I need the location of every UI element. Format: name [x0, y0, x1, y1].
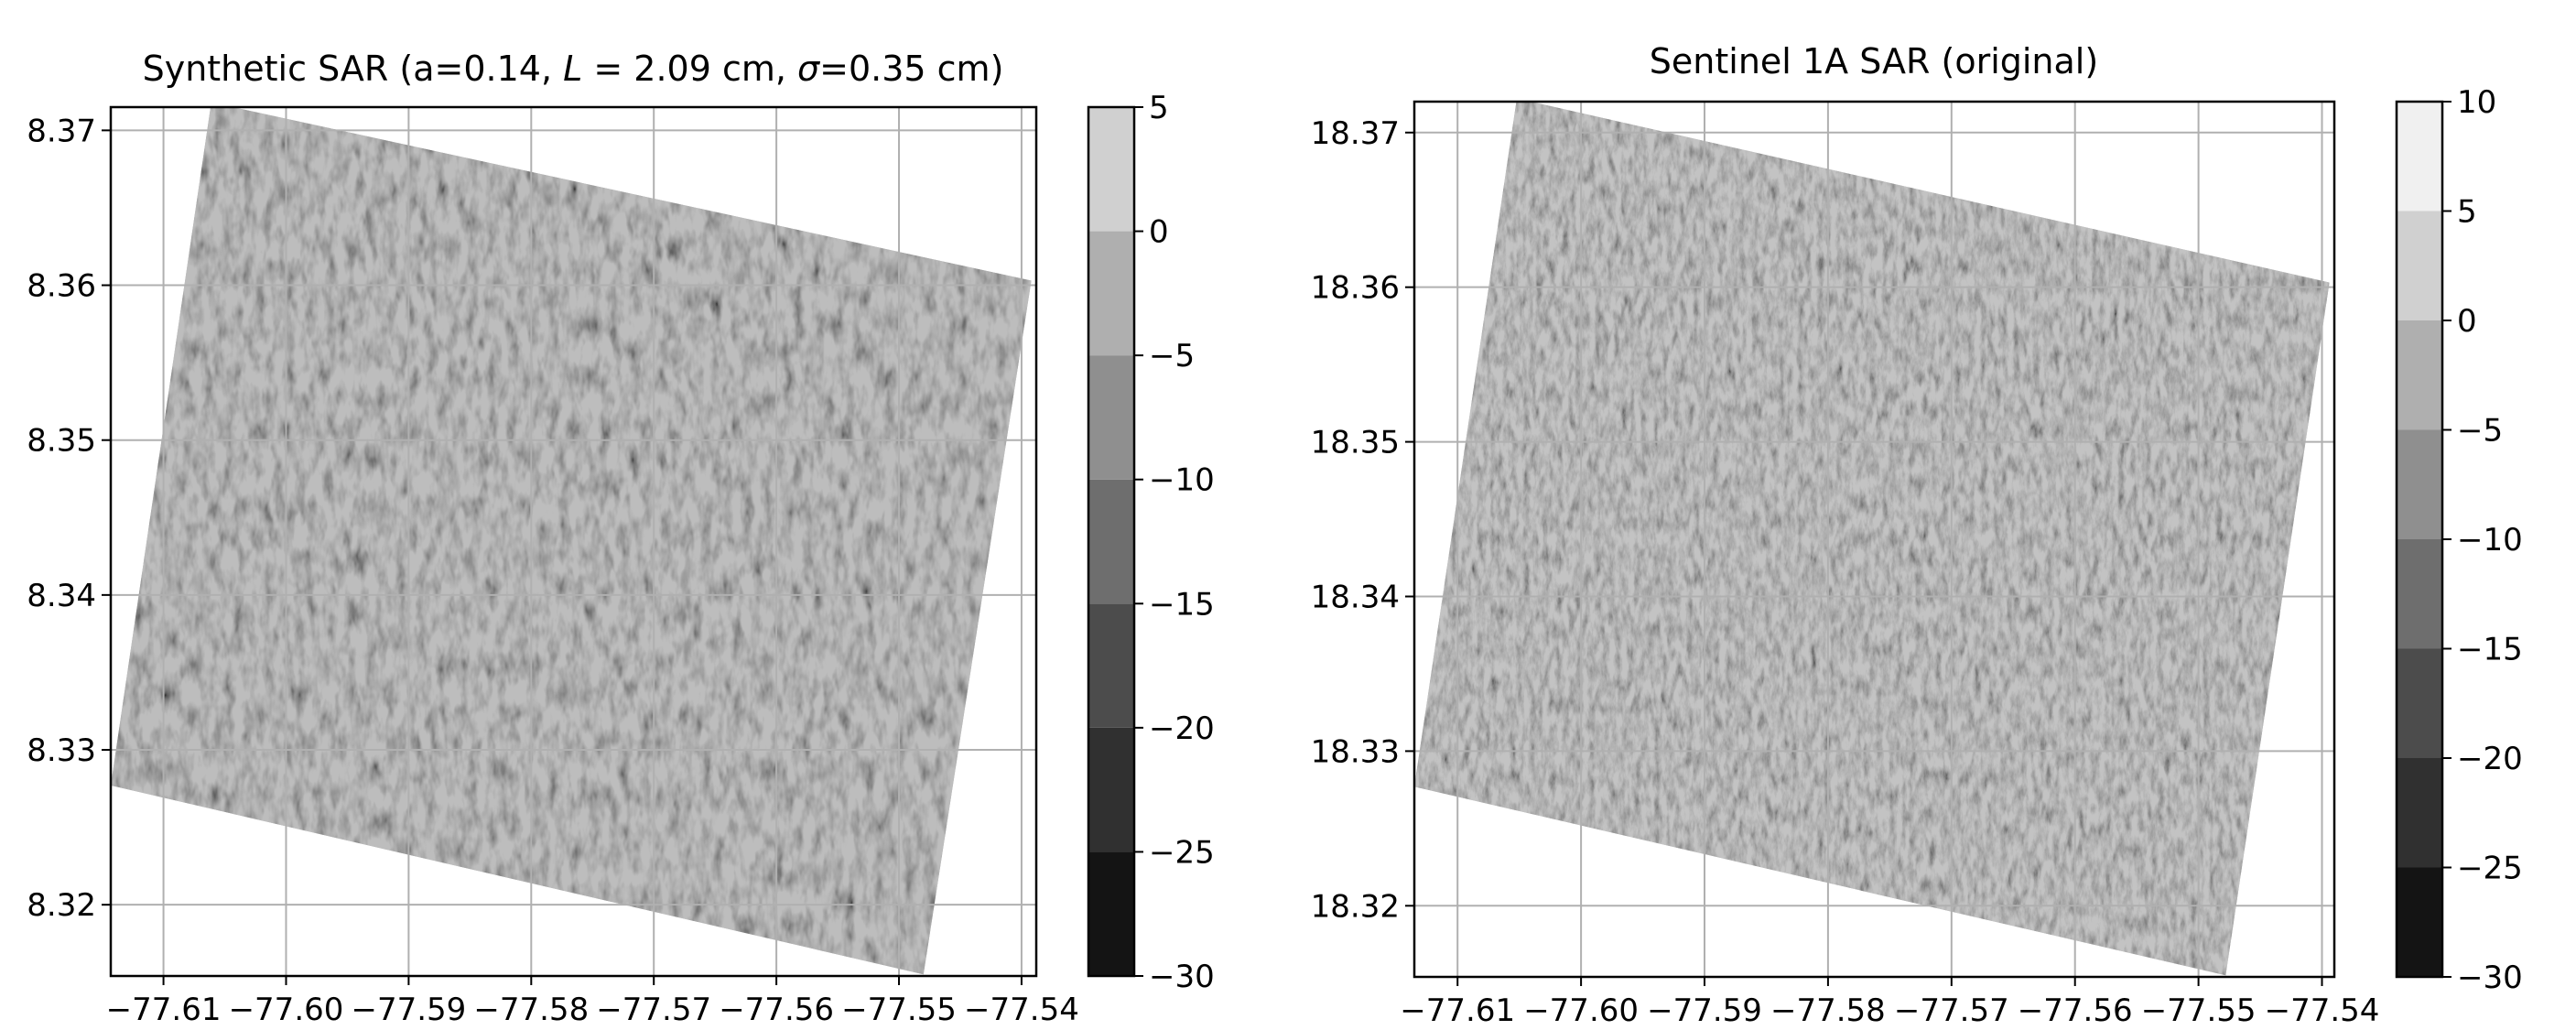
colorbar-band [2397, 320, 2442, 430]
y-tick-label: 18.34 [1311, 579, 1400, 615]
x-tick-label: −77.54 [964, 992, 1079, 1028]
colorbar-band [1088, 479, 1134, 604]
x-tick-label: −77.59 [1647, 992, 1762, 1029]
colorbar-tick-label: 10 [2457, 84, 2496, 121]
colorbar-band [2397, 429, 2442, 539]
x-tick-label: −77.56 [2018, 992, 2133, 1029]
y-tick-label: 8.35 [27, 423, 96, 460]
x-tick-label: −77.57 [1894, 992, 2009, 1029]
colorbar-tick-label: −10 [2457, 522, 2523, 558]
x-tick-label: −77.57 [596, 992, 711, 1028]
colorbar-tick-label: −10 [1149, 462, 1215, 499]
colorbar-band [2397, 539, 2442, 649]
colorbar-tick-label: −15 [2457, 632, 2523, 668]
x-tick-label: −77.56 [719, 992, 834, 1028]
colorbar-band [2397, 211, 2442, 320]
x-tick-label: −77.55 [841, 992, 957, 1028]
sar-image-texture [111, 107, 1032, 975]
x-tick-label: −77.55 [2141, 992, 2257, 1029]
x-axis: −77.61 −77.60 −77.59 −77.58 −77.57 −77.56 −77.… [1400, 977, 2379, 1029]
plot-frame [109, 105, 1038, 978]
x-tick-label: −77.61 [1400, 992, 1515, 1029]
plot-frame [1412, 100, 2336, 979]
colorbar-tick-label: −20 [2457, 741, 2523, 777]
colorbar-tick-label: −15 [1149, 586, 1215, 623]
colorbar-tick-label: 5 [1149, 90, 1169, 126]
colorbar: −30 −25 −20 −15 −10 −5 0 5 10 [2395, 84, 2523, 996]
x-tick-label: −77.58 [1770, 992, 1886, 1029]
colorbar-tick-label: 0 [1149, 214, 1169, 251]
y-tick-label: 8.37 [27, 113, 96, 149]
colorbar-band [2397, 102, 2442, 211]
panel-synthetic: Synthetic SAR (a=0.14, L = 2.09 cm, σ=0.… [27, 49, 1214, 1028]
y-tick-label: 8.36 [27, 268, 96, 305]
x-tick-label: −77.60 [1523, 992, 1639, 1029]
colorbar-frame [1087, 105, 1136, 978]
colorbar-tick-label: −30 [1149, 959, 1215, 995]
colorbar-tick-label: −25 [2457, 851, 2523, 887]
panel-sentinel: Sentinel 1A SAR (original) −77.61 −77.60−… [1311, 41, 2523, 1029]
y-tick-label: 8.32 [27, 887, 96, 924]
colorbar-tick-label: −20 [1149, 710, 1215, 747]
colorbar-tick-label: 0 [2457, 303, 2477, 340]
grid [1414, 102, 2334, 977]
colorbar-band [2397, 758, 2442, 868]
sar-image-texture [1414, 102, 2330, 976]
colorbar-band [1088, 851, 1134, 976]
colorbar-tick-label: 5 [2457, 194, 2477, 231]
y-tick-label: 18.37 [1311, 115, 1400, 152]
colorbar-band [2397, 867, 2442, 977]
y-tick-label: 8.33 [27, 732, 96, 769]
colorbar-band [1088, 603, 1134, 728]
x-tick-label: −77.61 [106, 992, 222, 1028]
x-tick-label: −77.59 [351, 992, 466, 1028]
x-tick-label: −77.58 [473, 992, 589, 1028]
colorbar-band [1088, 107, 1134, 232]
y-tick-label: 18.32 [1311, 888, 1400, 925]
chart-title: Sentinel 1A SAR (original) [1650, 41, 2098, 81]
colorbar-tick-label: −25 [1149, 834, 1215, 871]
colorbar-tick-label: −30 [2457, 960, 2523, 996]
chart-title: Synthetic SAR (a=0.14, L = 2.09 cm, σ=0.… [143, 49, 1004, 89]
colorbar-band [1088, 355, 1134, 480]
colorbar: −30 −25 −20 −15 −10 −5 0 5 [1087, 90, 1215, 995]
colorbar-band [2397, 648, 2442, 758]
y-tick-label: 18.35 [1311, 425, 1400, 461]
x-axis: −77.61 −77.60 −77.59 −77.58 −77.57 −77.56 −77.… [106, 976, 1079, 1028]
y-axis: 8.32 8.33 8.34 8.35 8.36 8.37 [27, 113, 111, 924]
colorbar-band [1088, 231, 1134, 356]
y-tick-label: 18.33 [1311, 733, 1400, 770]
y-tick-label: 18.36 [1311, 270, 1400, 307]
x-tick-label: −77.54 [2265, 992, 2380, 1029]
colorbar-band [1088, 727, 1134, 852]
x-tick-label: −77.60 [229, 992, 344, 1028]
grid [111, 107, 1036, 976]
colorbar-tick-label: −5 [1149, 338, 1195, 374]
colorbar-tick-label: −5 [2457, 413, 2503, 450]
y-tick-label: 8.34 [27, 578, 96, 614]
y-axis: 18.32 18.33 18.34 18.35 18.36 18.37 [1311, 115, 1414, 925]
